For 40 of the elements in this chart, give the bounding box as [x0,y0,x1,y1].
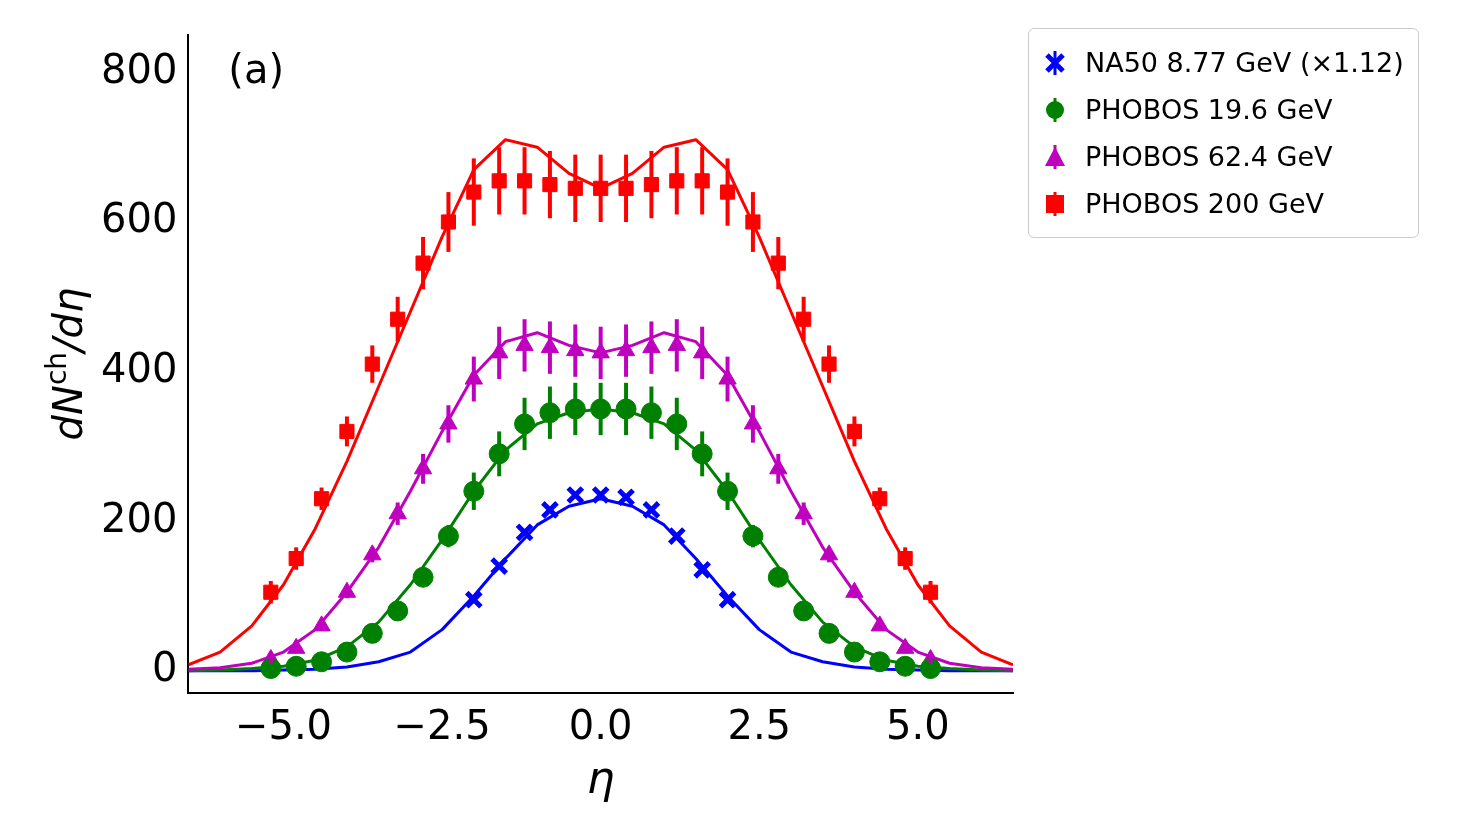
legend-label: PHOBOS 62.4 GeV [1085,141,1333,172]
point [565,485,585,505]
y-tick-label: 0 [151,644,178,691]
y-tick-label: 800 [100,45,178,92]
y-tick-label: 200 [100,494,178,541]
point [489,556,509,576]
point [920,658,942,680]
point [336,641,358,663]
point [387,600,409,622]
x-tick-label: 2.5 [727,701,792,748]
point [514,522,535,542]
y-tick-label: 400 [100,344,178,391]
point [717,590,738,610]
point [818,622,840,644]
point [869,651,891,673]
point [692,560,712,580]
point [540,500,560,520]
point [285,655,307,677]
point [641,500,661,520]
point [311,651,333,673]
x-tick-label: 0.0 [568,701,633,748]
legend-label: PHOBOS 19.6 GeV [1085,94,1333,125]
point [843,641,865,663]
point [894,655,916,677]
x-tick-label: −5.0 [234,701,333,748]
legend-label: NA50 8.77 GeV (×1.12) [1085,47,1404,78]
point [616,487,636,507]
point [667,526,687,546]
point [793,600,815,622]
annotation: (a) [228,46,285,93]
x-tick-label: −2.5 [393,701,491,748]
y-tick-label: 600 [100,195,178,242]
y-axis-title: dNch/dη [40,287,91,441]
point [361,622,383,644]
point [591,485,611,505]
x-axis-title: η [586,752,615,804]
point [260,658,282,680]
point [464,590,484,610]
x-tick-label: 5.0 [886,701,950,748]
legend-label: PHOBOS 200 GeV [1085,188,1324,219]
